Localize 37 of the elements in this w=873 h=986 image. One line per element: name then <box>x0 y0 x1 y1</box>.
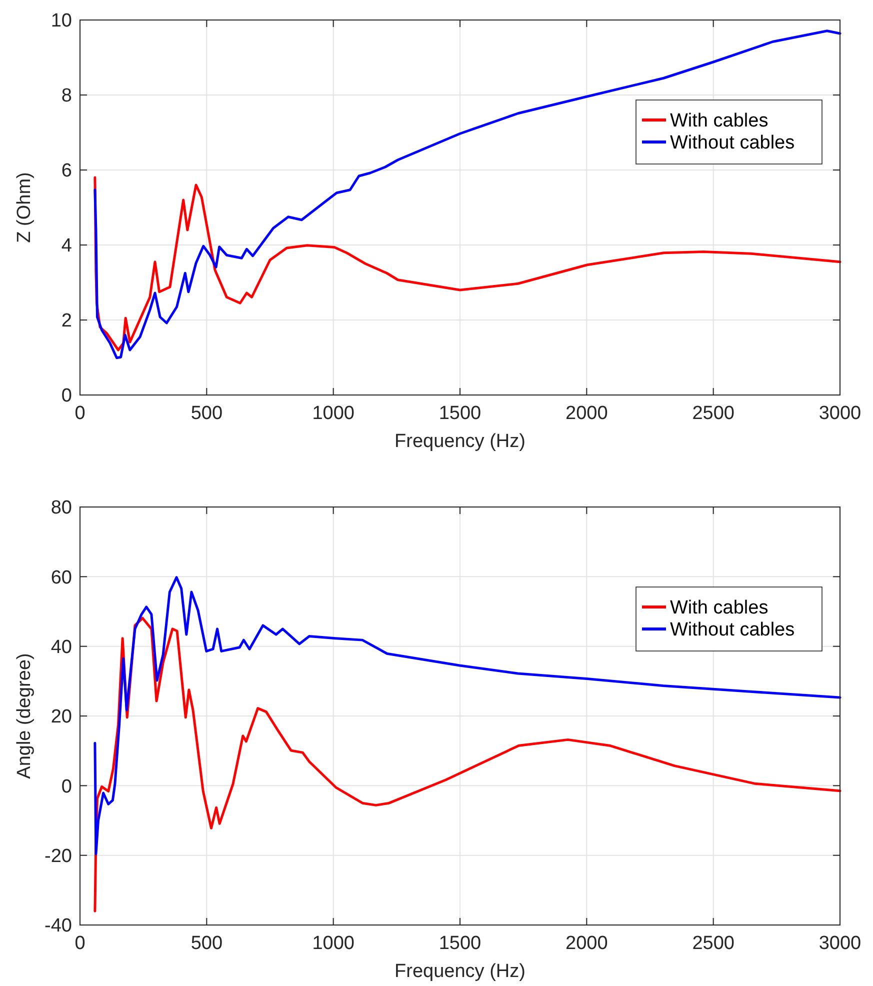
y-tick-label: 80 <box>50 498 72 519</box>
y-tick-label: 40 <box>50 636 72 658</box>
y-tick-label: 0 <box>61 776 72 798</box>
y-tick-label: 8 <box>61 86 72 107</box>
y-axis-title: Angle (degree) <box>14 653 35 779</box>
x-tick-label: 3000 <box>818 933 862 954</box>
x-tick-label: 2000 <box>566 403 608 424</box>
legend-label: Without cables <box>670 620 795 641</box>
y-tick-label: 10 <box>50 10 72 32</box>
y-tick-label: 60 <box>50 567 72 588</box>
x-tick-label: 3000 <box>818 403 862 424</box>
x-tick-label: 2500 <box>692 403 734 424</box>
line-series <box>94 30 842 360</box>
line-series <box>94 576 842 856</box>
x-tick-label: 1500 <box>438 403 482 424</box>
x-tick-label: 0 <box>74 933 86 954</box>
y-tick-label: -40 <box>44 916 72 937</box>
y-tick-label: 4 <box>61 236 72 257</box>
y-tick-label: 20 <box>50 706 72 728</box>
y-tick-label: 6 <box>61 160 72 182</box>
x-axis-title: Frequency (Hz) <box>394 431 526 452</box>
x-tick-label: 500 <box>190 403 223 424</box>
x-tick-label: 1000 <box>312 403 354 424</box>
legend-label: With cables <box>670 110 768 132</box>
y-axis-title: Z (Ohm) <box>14 172 35 243</box>
legend-label: With cables <box>670 598 768 619</box>
y-tick-label: -20 <box>44 846 72 867</box>
x-tick-label: 1000 <box>312 933 354 954</box>
y-tick-label: 0 <box>61 386 72 407</box>
legend-label: Without cables <box>670 132 795 154</box>
x-tick-label: 500 <box>190 933 223 954</box>
y-tick-label: 2 <box>61 310 72 332</box>
x-tick-label: 0 <box>74 403 86 424</box>
x-tick-label: 1500 <box>438 933 482 954</box>
x-tick-label: 2500 <box>692 933 734 954</box>
x-tick-label: 2000 <box>566 933 608 954</box>
x-axis-title: Frequency (Hz) <box>394 961 526 982</box>
